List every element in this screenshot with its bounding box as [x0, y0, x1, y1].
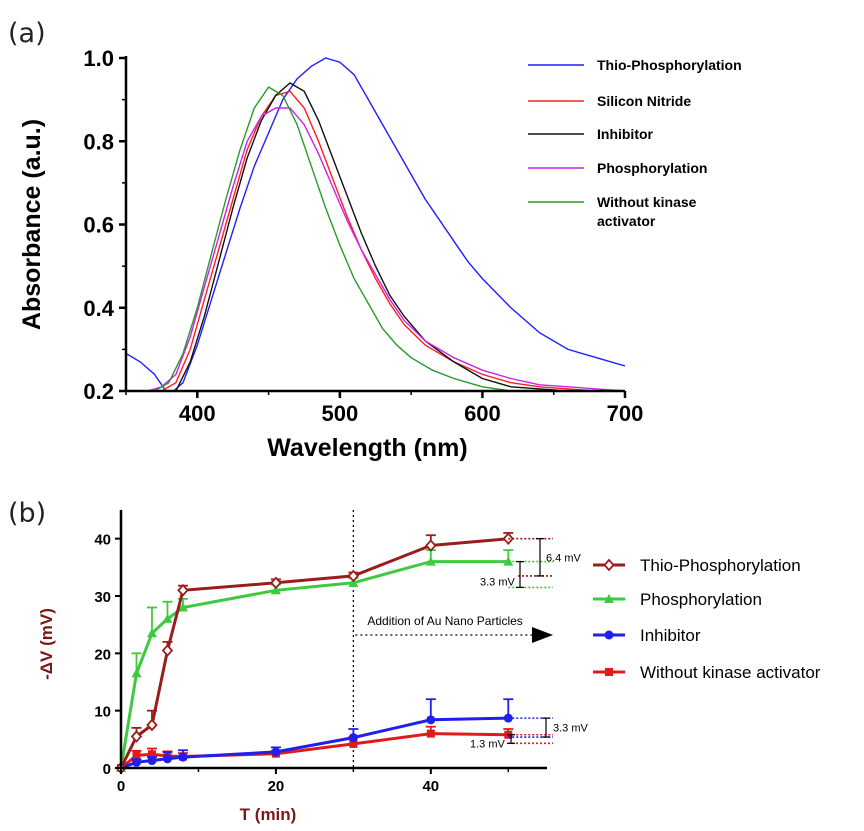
diff-bottom-lower-label: 1.3 mV	[470, 738, 506, 750]
addition-arrow-head	[532, 627, 553, 643]
series-b-marker-0-8	[502, 532, 514, 546]
y-tick-label-a-3: 0.8	[83, 129, 114, 154]
series-b-marker-0-5	[270, 576, 282, 590]
y-tick-label-b-2: 20	[94, 646, 111, 663]
panel-b-label: (b)	[8, 498, 46, 529]
series-b-marker-2-4	[178, 752, 188, 762]
addition-arrow-label: Addition of Au Nano Particles	[367, 614, 522, 628]
x-tick-label-a-1: 500	[321, 401, 358, 426]
series-b-marker-1-6	[348, 577, 359, 587]
legend-b-label-2: Inhibitor	[640, 626, 701, 645]
x-tick-label-b-1: 20	[268, 778, 285, 795]
series-b-line-1	[119, 560, 509, 769]
legend-b: Thio-Phosphorylation Phosphorylation Inhib…	[593, 556, 821, 682]
panel-a-label: (a)	[8, 18, 46, 49]
series-b-marker-0-4	[177, 583, 189, 597]
x-tick-label-b-2: 40	[422, 778, 439, 795]
legend-b-label-1: Phosphorylation	[640, 590, 762, 609]
legend-a-label-line2: activator	[597, 213, 656, 229]
x-tick-label-a-0: 400	[179, 401, 216, 426]
legend-a-label-2: Inhibitor	[597, 126, 654, 142]
legend-a: Thio-Phosphorylation Silicon Nitride Inhib…	[528, 57, 742, 229]
series-b-marker-1-3	[162, 613, 173, 623]
y-tick-label-a-4: 1.0	[83, 46, 114, 71]
y-axis-title-a: Absorbance (a.u.)	[18, 119, 46, 330]
series-b-marker-1-5	[270, 585, 281, 595]
diff-top-lower-label: 3.3 mV	[480, 576, 516, 588]
series-b-marker-3-6	[349, 739, 358, 748]
series-b-marker-0-7	[425, 539, 437, 552]
series-b-marker-1-8	[503, 556, 514, 566]
series-b-marker-1-1	[131, 668, 142, 678]
series-a-line-0	[126, 57, 625, 391]
legend-b-marker-2	[604, 630, 614, 640]
chart-b: Addition of Au Nano Particles 6.4 mV 3.3 m…	[37, 510, 589, 824]
series-b-marker-3-1	[132, 751, 141, 760]
series-b-marker-2-2	[147, 756, 157, 766]
y-tick-label-b-4: 40	[94, 532, 111, 549]
series-b-marker-0-1	[130, 730, 143, 743]
legend-a-label-4: Without kinase activator	[597, 194, 697, 229]
series-a-line-1	[161, 90, 625, 391]
y-tick-label-b-1: 10	[94, 704, 111, 721]
x-tick-label-b-0: 0	[117, 778, 125, 795]
diff-top-upper-label: 6.4 mV	[546, 552, 582, 564]
x-tick-label-a-2: 600	[464, 401, 501, 426]
legend-a-label-line1: Without kinase	[597, 194, 697, 210]
series-b-marker-2-5	[271, 747, 281, 757]
x-axis-title-a: Wavelength (nm)	[267, 434, 467, 462]
chart-a: 0.2 0.4 0.6 0.8 1.0 400 500 600 700 Wavelength (n…	[18, 46, 643, 462]
series-a-line-3	[147, 107, 625, 391]
series-b-marker-2-3	[162, 754, 172, 764]
series-a-line-4	[154, 86, 540, 391]
legend-a-label-3: Phosphorylation	[597, 160, 707, 176]
series-b-marker-2-7	[426, 715, 436, 725]
x-tick-label-a-3: 700	[607, 401, 644, 426]
y-tick-label-a-0: 0.2	[83, 379, 114, 404]
legend-b-marker-0	[603, 558, 615, 572]
y-tick-label-b-3: 30	[94, 589, 111, 606]
x-axis-title-b: T (min)	[240, 805, 297, 824]
legend-b-marker-3	[605, 668, 613, 676]
y-tick-label-a-2: 0.6	[83, 213, 114, 238]
series-b-marker-0-3	[161, 644, 174, 657]
legend-b-label-0: Thio-Phosphorylation	[640, 556, 801, 575]
y-axis-title-b: -ΔV (mV)	[37, 608, 56, 680]
series-b-marker-2-1	[131, 757, 141, 767]
series-a-line-2	[175, 82, 597, 391]
series-b-marker-1-7	[425, 556, 436, 566]
legend-a-label-1: Silicon Nitride	[597, 93, 691, 109]
y-tick-label-b-0: 0	[103, 761, 111, 778]
series-b-marker-2-8	[503, 713, 513, 723]
series-b-marker-3-2	[147, 750, 156, 759]
series-b-marker-0-2	[146, 718, 158, 732]
legend-a-label-0: Thio-Phosphorylation	[597, 57, 742, 73]
series-b-marker-2-6	[348, 733, 358, 743]
y-tick-label-a-1: 0.4	[83, 296, 114, 321]
series-b-marker-3-7	[426, 729, 435, 738]
legend-b-label-3: Without kinase activator	[640, 663, 821, 682]
series-b-marker-0-6	[347, 569, 360, 583]
diff-bottom-upper-label: 3.3 mV	[553, 723, 589, 735]
series-b-marker-1-2	[146, 628, 157, 638]
legend-b-marker-1	[604, 594, 614, 603]
series-b-marker-1-4	[177, 602, 188, 612]
